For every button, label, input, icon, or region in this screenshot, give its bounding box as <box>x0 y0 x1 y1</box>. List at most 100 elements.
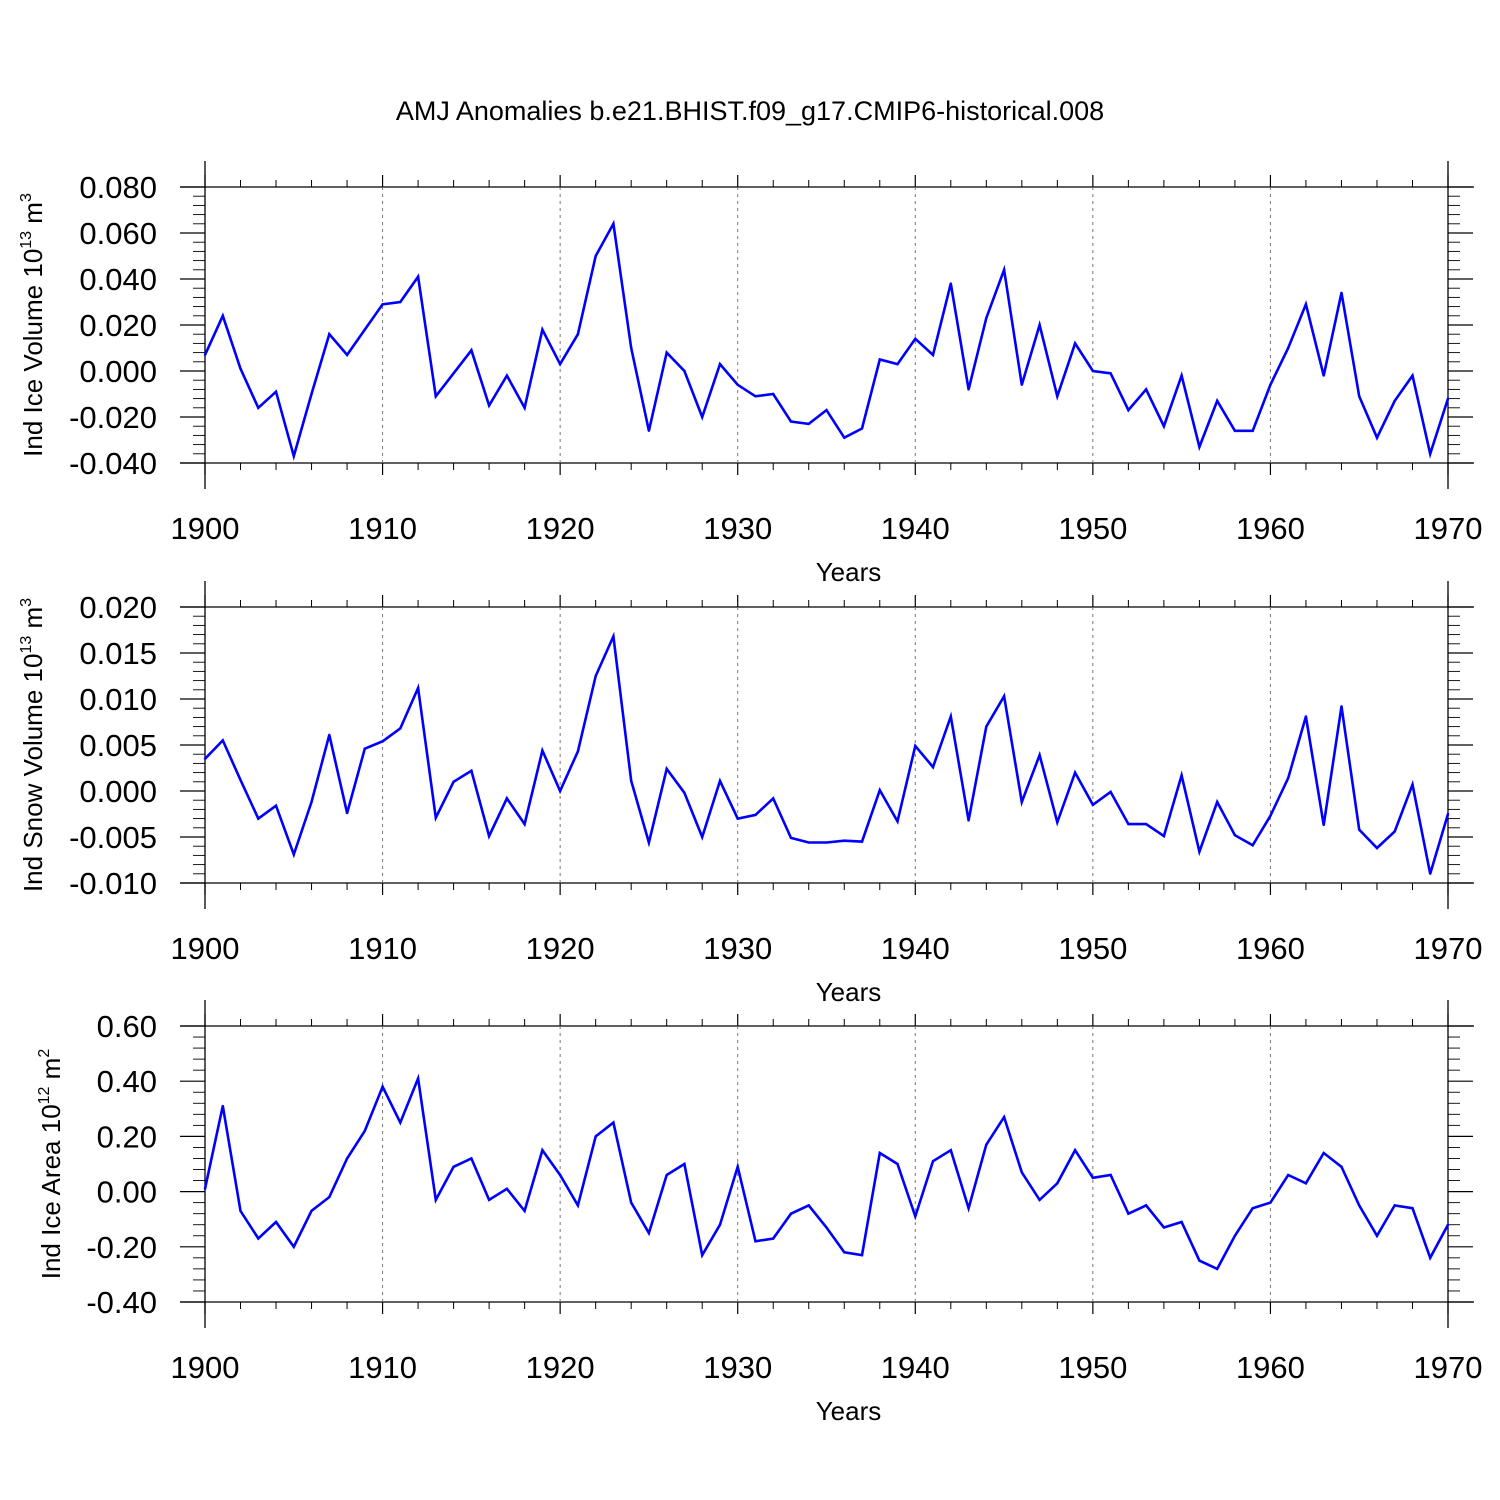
data-point <box>878 788 881 792</box>
data-point <box>257 1237 260 1240</box>
data-point <box>1002 1115 1006 1119</box>
data-point <box>1375 436 1379 439</box>
data-point <box>1198 445 1201 449</box>
data-point <box>665 351 668 354</box>
y-axis-title-unit-exponent: 2 <box>36 1049 53 1058</box>
y-tick-label: -0.010 <box>69 866 157 901</box>
data-point <box>1269 1201 1272 1204</box>
x-tick-label: 1970 <box>1414 1350 1483 1385</box>
data-point <box>896 1162 899 1166</box>
data-point <box>310 800 313 804</box>
data-point <box>754 1240 757 1243</box>
x-tick-label: 1900 <box>171 1350 240 1385</box>
y-axis-title: Ind Snow Volume 1013 m3 <box>18 598 48 892</box>
y-tick-label: -0.40 <box>86 1285 157 1320</box>
data-point <box>1215 800 1219 804</box>
data-point <box>416 686 420 690</box>
data-point <box>612 1121 615 1124</box>
data-point <box>949 282 952 285</box>
data-point <box>1109 1173 1112 1177</box>
y-axis-title-exponent: 13 <box>18 636 35 654</box>
data-point <box>1020 383 1024 386</box>
x-tick-label: 1930 <box>703 1350 772 1385</box>
data-point <box>221 739 224 742</box>
y-axis-title-exponent: 12 <box>36 1086 53 1104</box>
x-tick-label: 1950 <box>1058 511 1127 546</box>
data-point <box>914 744 917 748</box>
data-point <box>328 733 331 737</box>
data-point <box>399 300 402 304</box>
data-point <box>1429 452 1432 455</box>
data-point <box>1002 695 1006 698</box>
data-point <box>1144 822 1148 826</box>
data-point <box>434 1198 438 1202</box>
data-point <box>505 797 509 800</box>
data-point <box>914 1215 917 1218</box>
data-point <box>1127 1212 1130 1215</box>
data-point <box>1038 753 1041 757</box>
data-point <box>843 436 846 439</box>
x-tick-label: 1940 <box>881 511 950 546</box>
data-point <box>399 727 402 730</box>
data-point <box>789 420 793 423</box>
data-point <box>1038 1198 1041 1202</box>
data-point <box>985 725 988 728</box>
data-point <box>452 372 455 375</box>
y-axis-title-exponent: 13 <box>18 231 35 249</box>
data-point <box>683 369 686 373</box>
data-point <box>1127 822 1130 826</box>
y-axis-title-unit: m <box>18 607 48 636</box>
x-axis-title: Years <box>816 977 882 1007</box>
data-point <box>754 395 757 398</box>
data-point <box>807 1204 810 1207</box>
x-tick-label: 1960 <box>1236 511 1305 546</box>
data-point <box>381 740 384 743</box>
data-point <box>736 383 739 386</box>
data-point <box>1429 872 1432 875</box>
data-point <box>328 1195 331 1199</box>
x-tick-label: 1970 <box>1414 511 1483 546</box>
data-point <box>1340 1165 1343 1168</box>
data-point <box>594 254 597 258</box>
data-point <box>612 222 615 225</box>
data-point <box>1233 833 1237 837</box>
y-tick-label: 0.005 <box>79 728 157 763</box>
data-point <box>860 427 864 430</box>
data-point <box>310 1209 313 1213</box>
x-tick-label: 1960 <box>1236 1350 1305 1385</box>
x-tick-label: 1930 <box>703 931 772 966</box>
y-tick-label: 0.40 <box>97 1064 157 1099</box>
data-point <box>558 1173 562 1177</box>
data-point <box>221 1104 224 1108</box>
data-point <box>487 404 491 407</box>
data-point <box>345 353 349 357</box>
plot-panel-3: -0.40 -0.20 0.00 0.20 0.40 0.60 1900 1910 1920 19… <box>36 1000 1482 1426</box>
data-point <box>452 1165 455 1168</box>
y-tick-label: -0.005 <box>69 820 157 855</box>
data-point <box>203 1187 207 1191</box>
data-point <box>1304 715 1308 718</box>
y-tick-label: 0.040 <box>79 262 157 297</box>
y-tick-label: 0.020 <box>79 308 157 343</box>
data-point <box>1286 1173 1290 1177</box>
plot-panel-1: -0.040 -0.020 0.000 0.020 0.040 0.060 0.080 190… <box>18 161 1482 587</box>
data-point <box>1393 1204 1396 1207</box>
data-point <box>843 839 846 842</box>
data-point <box>629 1201 633 1204</box>
data-point <box>1162 834 1166 838</box>
data-point <box>647 1231 651 1235</box>
data-point <box>1286 346 1290 350</box>
data-point <box>647 841 651 844</box>
data-point <box>914 337 917 340</box>
x-tick-label: 1930 <box>703 511 772 546</box>
data-point <box>967 819 970 822</box>
data-point <box>1144 1204 1148 1207</box>
data-point <box>487 834 491 838</box>
data-point <box>1446 1223 1450 1226</box>
page-title: AMJ Anomalies b.e21.BHIST.f09_g17.CMIP6-… <box>395 96 1105 126</box>
x-tick-label: 1940 <box>881 1350 950 1385</box>
x-tick-label: 1960 <box>1236 931 1305 966</box>
data-point <box>541 1149 544 1152</box>
data-point <box>1056 395 1059 398</box>
